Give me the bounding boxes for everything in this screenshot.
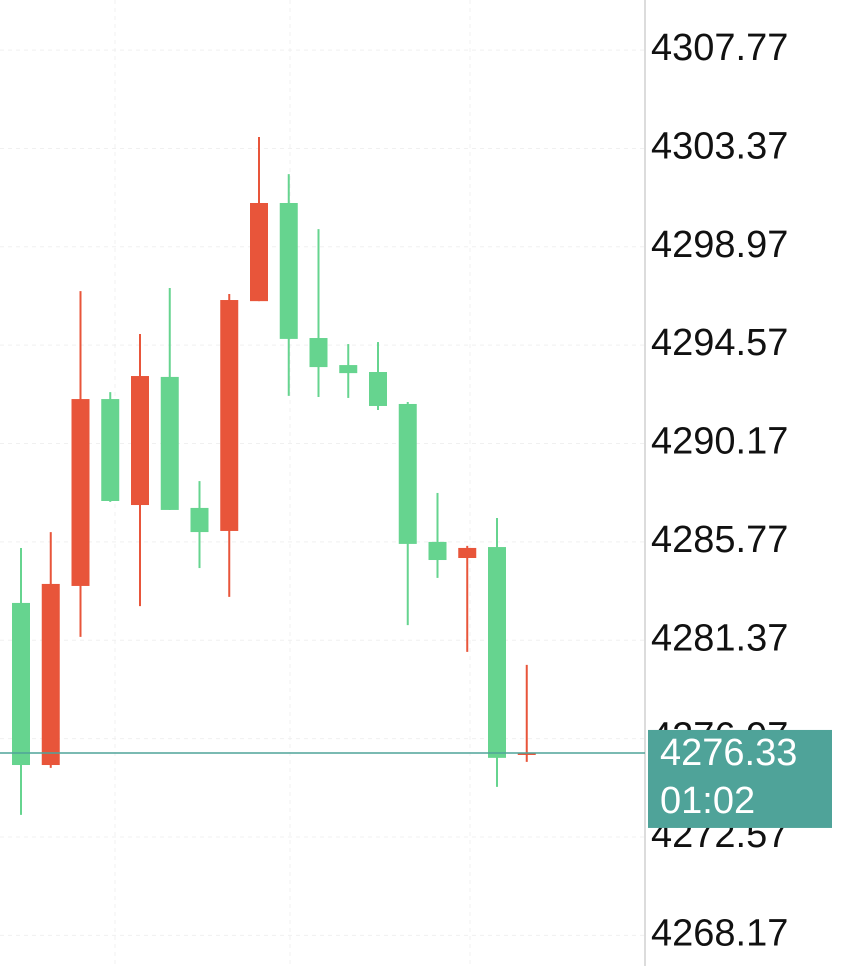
candle-body: [279, 202, 298, 339]
candle-body: [190, 507, 209, 533]
candle-body: [131, 376, 149, 506]
y-tick-label: 4268.17: [651, 912, 788, 954]
candle-body: [517, 752, 536, 755]
countdown-label: 01:02: [660, 780, 755, 822]
last-price-label: 4276.33: [660, 732, 797, 774]
last-price-box: [648, 729, 832, 828]
candle-body: [160, 376, 179, 510]
candle-body: [309, 338, 328, 368]
candle-body: [220, 300, 239, 531]
y-tick-label: 4298.97: [651, 224, 788, 266]
y-tick-label: 4303.37: [651, 125, 788, 167]
y-tick-label: 4294.57: [651, 322, 788, 364]
candle-body: [339, 365, 358, 374]
candle-body: [428, 541, 447, 561]
y-tick-label: 4281.37: [651, 617, 788, 659]
y-tick-label: 4285.77: [651, 519, 788, 561]
candle-body: [71, 399, 90, 586]
y-tick-label: 4307.77: [651, 27, 788, 69]
candle-body: [250, 202, 268, 302]
candle-body: [41, 583, 60, 766]
candle-body: [398, 403, 417, 544]
candle-body: [12, 602, 30, 766]
candle-body: [488, 547, 506, 758]
candle-body: [369, 372, 387, 406]
y-tick-label: 4290.17: [651, 421, 788, 463]
candle-body: [458, 547, 477, 559]
candle-body: [101, 399, 120, 501]
